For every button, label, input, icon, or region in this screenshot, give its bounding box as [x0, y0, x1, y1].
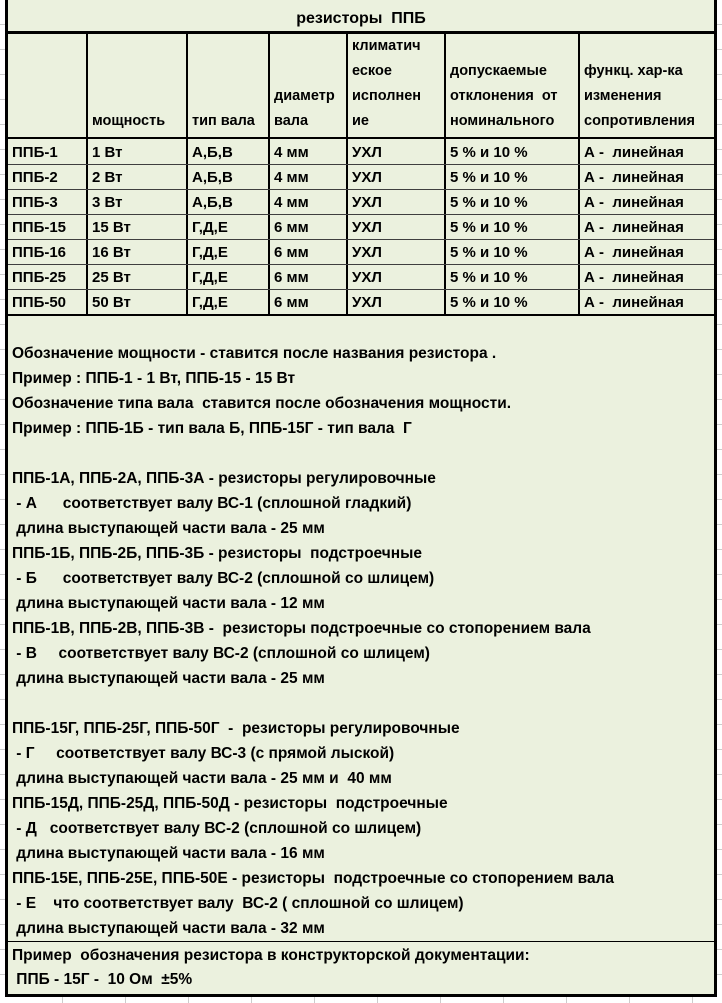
- cell-shaft-type[interactable]: Г,Д,Е: [186, 215, 268, 239]
- cell-function[interactable]: А - линейная: [578, 290, 714, 314]
- header-cell-shaft-type[interactable]: тип вала: [186, 34, 268, 137]
- cell-power[interactable]: 1 Вт: [86, 139, 186, 164]
- table-row: ППБ-1 1 Вт А,Б,В 4 мм УХЛ 5 % и 10 % А - линей…: [8, 139, 714, 164]
- cell-climate[interactable]: УХЛ: [346, 190, 444, 214]
- example-section: Пример обозначения резистора в конструкт…: [8, 941, 714, 991]
- cell-climate[interactable]: УХЛ: [346, 165, 444, 189]
- sheet-gridlines-left: [0, 0, 5, 997]
- note-line-cell[interactable]: - Г соответствует валу ВС-3 (с прямой лы…: [12, 745, 395, 762]
- cell-function[interactable]: А - линейная: [578, 240, 714, 264]
- header-cell-climate[interactable]: климатич еское исполнен ие: [346, 34, 444, 137]
- cell-climate[interactable]: УХЛ: [346, 215, 444, 239]
- cell-climate[interactable]: УХЛ: [346, 240, 444, 264]
- cell-name[interactable]: ППБ-15: [12, 219, 67, 236]
- header-cell-power[interactable]: мощность: [86, 34, 186, 137]
- cell-function[interactable]: А - линейная: [578, 265, 714, 289]
- cell-shaft-type[interactable]: А,Б,В: [186, 165, 268, 189]
- cell-shaft-type[interactable]: Г,Д,Е: [186, 240, 268, 264]
- cell-name[interactable]: ППБ-16: [12, 244, 67, 261]
- cell-tolerance[interactable]: 5 % и 10 %: [444, 240, 578, 264]
- cell-power[interactable]: 3 Вт: [86, 190, 186, 214]
- cell-tolerance[interactable]: 5 % и 10 %: [444, 165, 578, 189]
- cell-shaft-type[interactable]: А,Б,В: [186, 139, 268, 164]
- table-row: ППБ-16 16 Вт Г,Д,Е 6 мм УХЛ 5 % и 10 % А - лин…: [8, 239, 714, 264]
- cell-tolerance[interactable]: 5 % и 10 %: [444, 139, 578, 164]
- header-cell-function[interactable]: функц. хар-ка изменения сопротивления: [578, 34, 714, 137]
- cell-function[interactable]: А - линейная: [578, 190, 714, 214]
- cell-tolerance[interactable]: 5 % и 10 %: [444, 190, 578, 214]
- cell-power[interactable]: 2 Вт: [86, 165, 186, 189]
- cell-name[interactable]: ППБ-3: [12, 194, 58, 211]
- cell-climate[interactable]: УХЛ: [346, 139, 444, 164]
- cell-name[interactable]: ППБ-2: [12, 169, 58, 186]
- cell-name[interactable]: ППБ-25: [12, 269, 67, 286]
- note-line-cell[interactable]: длина выступающей части вала - 12 мм: [12, 595, 325, 612]
- cell-shaft-type[interactable]: Г,Д,Е: [186, 290, 268, 314]
- note-line-cell[interactable]: [8, 691, 714, 716]
- note-line-cell[interactable]: - Б соответствует валу ВС-2 (сплошной со…: [12, 570, 435, 587]
- header-cell-name[interactable]: [8, 34, 86, 137]
- cell-name[interactable]: ППБ-1: [12, 143, 58, 161]
- sheet-gridlines-bottom: [0, 997, 722, 1003]
- cell-climate[interactable]: УХЛ: [346, 265, 444, 289]
- cell-shaft-diameter[interactable]: 6 мм: [268, 215, 346, 239]
- cell-power[interactable]: 50 Вт: [86, 290, 186, 314]
- table-row: ППБ-25 25 Вт Г,Д,Е 6 мм УХЛ 5 % и 10 % А - лин…: [8, 264, 714, 289]
- cell-shaft-diameter[interactable]: 4 мм: [268, 139, 346, 164]
- note-line-cell[interactable]: Обозначение мощности - ставится после на…: [12, 345, 497, 362]
- cell-power[interactable]: 25 Вт: [86, 265, 186, 289]
- note-line-cell[interactable]: - Д соответствует валу ВС-2 (сплошной со…: [12, 820, 422, 837]
- cell-shaft-diameter[interactable]: 6 мм: [268, 290, 346, 314]
- cell-shaft-diameter[interactable]: 6 мм: [268, 265, 346, 289]
- note-line-cell[interactable]: [8, 316, 714, 341]
- header-cell-tolerance[interactable]: допускаемые отклонения от номинального: [444, 34, 578, 137]
- table-row: ППБ-3 3 Вт А,Б,В 4 мм УХЛ 5 % и 10 % А - линей…: [8, 189, 714, 214]
- table-row: ППБ-2 2 Вт А,Б,В 4 мм УХЛ 5 % и 10 % А - линей…: [8, 164, 714, 189]
- cell-shaft-type[interactable]: Г,Д,Е: [186, 265, 268, 289]
- cell-shaft-diameter[interactable]: 6 мм: [268, 240, 346, 264]
- note-line-cell[interactable]: ППБ-1А, ППБ-2А, ППБ-3А - резисторы регул…: [12, 470, 436, 487]
- note-line-cell[interactable]: ППБ-15Е, ППБ-25Е, ППБ-50Е - резисторы по…: [12, 870, 615, 887]
- note-line-cell[interactable]: - Е что соответствует валу ВС-2 ( сплошн…: [12, 895, 464, 912]
- note-line-cell[interactable]: [8, 441, 714, 466]
- example-caption-cell[interactable]: Пример обозначения резистора в конструкт…: [12, 947, 530, 964]
- example-value-cell[interactable]: ППБ - 15Г - 10 Ом ±5%: [12, 971, 193, 988]
- cell-power[interactable]: 15 Вт: [86, 215, 186, 239]
- cell-shaft-diameter[interactable]: 4 мм: [268, 190, 346, 214]
- table-body: ППБ-1 1 Вт А,Б,В 4 мм УХЛ 5 % и 10 % А - линей…: [8, 139, 714, 314]
- cell-power[interactable]: 16 Вт: [86, 240, 186, 264]
- note-line-cell[interactable]: - В соответствует валу ВС-2 (сплошной со…: [12, 645, 430, 662]
- note-line-cell[interactable]: Пример : ППБ-1Б - тип вала Б, ППБ-15Г - …: [12, 420, 412, 437]
- note-line-cell[interactable]: длина выступающей части вала - 16 мм: [12, 845, 325, 862]
- cell-tolerance[interactable]: 5 % и 10 %: [444, 290, 578, 314]
- cell-function[interactable]: А - линейная: [578, 139, 714, 164]
- cell-name[interactable]: ППБ-50: [12, 294, 67, 311]
- note-line-cell[interactable]: длина выступающей части вала - 25 мм: [12, 520, 325, 537]
- cell-climate[interactable]: УХЛ: [346, 290, 444, 314]
- table-row: ППБ-50 50 Вт Г,Д,Е 6 мм УХЛ 5 % и 10 % А - лин…: [8, 289, 714, 314]
- resistor-spec-sheet: резисторы ППБ мощность тип вала диаметр ва…: [5, 0, 717, 997]
- table-header-row: мощность тип вала диаметр вала климатич еск…: [8, 34, 714, 139]
- note-line-cell[interactable]: Обозначение типа вала ставится после обо…: [12, 395, 512, 412]
- note-line-cell[interactable]: Пример : ППБ-1 - 1 Вт, ППБ-15 - 15 Вт: [12, 370, 296, 387]
- sheet-gridlines-right: [717, 0, 722, 997]
- header-cell-shaft-diameter[interactable]: диаметр вала: [268, 34, 346, 137]
- cell-tolerance[interactable]: 5 % и 10 %: [444, 215, 578, 239]
- cell-function[interactable]: А - линейная: [578, 215, 714, 239]
- note-line-cell[interactable]: ППБ-1В, ППБ-2В, ППБ-3В - резисторы подст…: [12, 620, 591, 637]
- note-line-cell[interactable]: длина выступающей части вала - 25 мм: [12, 670, 325, 687]
- notes-section: Обозначение мощности - ставится после на…: [8, 314, 714, 941]
- table-row: ППБ-15 15 Вт Г,Д,Е 6 мм УХЛ 5 % и 10 % А - лин…: [8, 214, 714, 239]
- note-line-cell[interactable]: длина выступающей части вала - 25 мм и 4…: [12, 770, 392, 787]
- cell-shaft-type[interactable]: А,Б,В: [186, 190, 268, 214]
- cell-shaft-diameter[interactable]: 4 мм: [268, 165, 346, 189]
- note-line-cell[interactable]: - А соответствует валу ВС-1 (сплошной гл…: [12, 495, 412, 512]
- cell-function[interactable]: А - линейная: [578, 165, 714, 189]
- note-line-cell[interactable]: ППБ-1Б, ППБ-2Б, ППБ-3Б - резисторы подст…: [12, 545, 423, 562]
- cell-tolerance[interactable]: 5 % и 10 %: [444, 265, 578, 289]
- table-title-cell[interactable]: резисторы ППБ: [8, 0, 714, 34]
- note-line-cell[interactable]: ППБ-15Д, ППБ-25Д, ППБ-50Д - резисторы по…: [12, 795, 448, 812]
- note-line-cell[interactable]: длина выступающей части вала - 32 мм: [12, 920, 325, 937]
- note-line-cell[interactable]: ППБ-15Г, ППБ-25Г, ППБ-50Г - резисторы ре…: [12, 720, 460, 737]
